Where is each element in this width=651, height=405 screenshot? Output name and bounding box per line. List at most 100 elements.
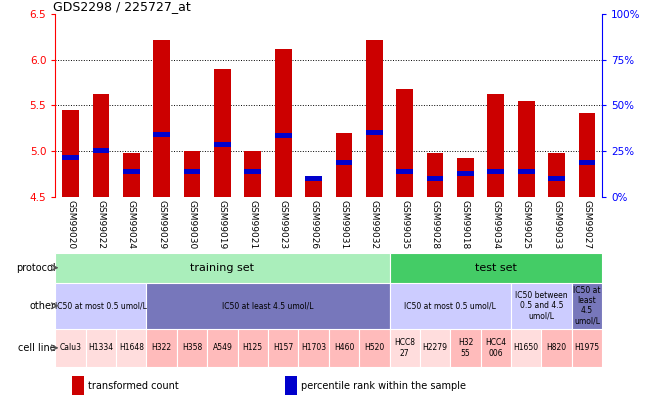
Bar [154, 40, 170, 196]
Text: GSM99029: GSM99029 [157, 200, 166, 249]
Bar [123, 169, 139, 175]
Bar [542, 329, 572, 367]
Bar [518, 169, 534, 175]
Bar [116, 329, 146, 367]
Text: A549: A549 [212, 343, 232, 352]
Text: H157: H157 [273, 343, 294, 352]
Text: IC50 at most 0.5 umol/L: IC50 at most 0.5 umol/L [55, 301, 147, 310]
Text: H460: H460 [334, 343, 354, 352]
Text: IC50 at most 0.5 umol/L: IC50 at most 0.5 umol/L [404, 301, 496, 310]
Bar [305, 178, 322, 196]
Bar [244, 169, 261, 175]
Text: IC50 at
least
4.5
umol/L: IC50 at least 4.5 umol/L [574, 286, 601, 326]
Bar [336, 160, 352, 165]
Bar [123, 153, 139, 196]
Bar [62, 155, 79, 160]
Bar [268, 329, 298, 367]
Bar [488, 94, 504, 196]
Text: GSM99027: GSM99027 [583, 200, 592, 249]
Text: training set: training set [191, 263, 255, 273]
Bar [92, 94, 109, 196]
Bar [366, 40, 383, 196]
Bar [359, 329, 389, 367]
Text: H1334: H1334 [89, 343, 113, 352]
Text: GSM99021: GSM99021 [248, 200, 257, 249]
Bar [305, 176, 322, 181]
Text: H322: H322 [152, 343, 172, 352]
Bar [420, 329, 450, 367]
Bar [488, 169, 504, 175]
Bar [214, 69, 230, 196]
Text: GSM99023: GSM99023 [279, 200, 288, 249]
Text: GDS2298 / 225727_at: GDS2298 / 225727_at [53, 0, 190, 13]
Bar [572, 283, 602, 329]
Text: transformed count: transformed count [88, 381, 179, 391]
Text: other: other [29, 301, 55, 311]
Bar [548, 176, 565, 181]
Text: Calu3: Calu3 [59, 343, 81, 352]
Text: IC50 between
0.5 and 4.5
umol/L: IC50 between 0.5 and 4.5 umol/L [515, 291, 568, 321]
Bar [366, 130, 383, 135]
Bar [184, 151, 201, 196]
Bar [238, 329, 268, 367]
Bar [389, 253, 602, 283]
Bar [427, 153, 443, 196]
Bar [275, 133, 292, 138]
Bar [55, 253, 389, 283]
Text: percentile rank within the sample: percentile rank within the sample [301, 381, 466, 391]
Bar [177, 329, 207, 367]
Text: HCC8
27: HCC8 27 [395, 338, 415, 358]
Bar [86, 329, 116, 367]
Text: GSM99030: GSM99030 [187, 200, 197, 250]
Bar [457, 158, 474, 196]
Text: H1650: H1650 [514, 343, 539, 352]
Bar [511, 329, 542, 367]
Bar [389, 283, 511, 329]
Bar [55, 283, 146, 329]
Text: test set: test set [475, 263, 517, 273]
Text: H2279: H2279 [422, 343, 448, 352]
Text: H1648: H1648 [118, 343, 144, 352]
Bar [329, 329, 359, 367]
Text: GSM99032: GSM99032 [370, 200, 379, 249]
Bar [396, 89, 413, 196]
Bar [480, 329, 511, 367]
Text: H820: H820 [547, 343, 566, 352]
Text: GSM99018: GSM99018 [461, 200, 470, 250]
Text: H125: H125 [243, 343, 263, 352]
Bar [518, 101, 534, 196]
Text: GSM99031: GSM99031 [339, 200, 348, 250]
Text: GSM99028: GSM99028 [430, 200, 439, 249]
Text: GSM99024: GSM99024 [127, 200, 136, 249]
Bar [579, 113, 596, 196]
Bar [579, 160, 596, 165]
Bar [72, 376, 84, 395]
Bar [244, 151, 261, 196]
Text: H358: H358 [182, 343, 202, 352]
Text: GSM99034: GSM99034 [492, 200, 501, 249]
Text: H520: H520 [364, 343, 385, 352]
Bar [92, 149, 109, 153]
Text: cell line: cell line [18, 343, 55, 353]
Text: GSM99033: GSM99033 [552, 200, 561, 250]
Text: IC50 at least 4.5 umol/L: IC50 at least 4.5 umol/L [222, 301, 314, 310]
Text: H1703: H1703 [301, 343, 326, 352]
Bar [146, 283, 389, 329]
Bar [396, 169, 413, 175]
Text: GSM99019: GSM99019 [218, 200, 227, 250]
Bar [427, 176, 443, 181]
Bar [55, 329, 86, 367]
Text: GSM99022: GSM99022 [96, 200, 105, 249]
Bar [511, 283, 572, 329]
Bar [285, 376, 297, 395]
Bar [275, 49, 292, 196]
Text: GSM99026: GSM99026 [309, 200, 318, 249]
Text: H1975: H1975 [574, 343, 600, 352]
Bar [207, 329, 238, 367]
Bar [298, 329, 329, 367]
Bar [572, 329, 602, 367]
Bar [154, 132, 170, 137]
Text: HCC4
006: HCC4 006 [485, 338, 506, 358]
Text: GSM99020: GSM99020 [66, 200, 75, 249]
Bar [214, 142, 230, 147]
